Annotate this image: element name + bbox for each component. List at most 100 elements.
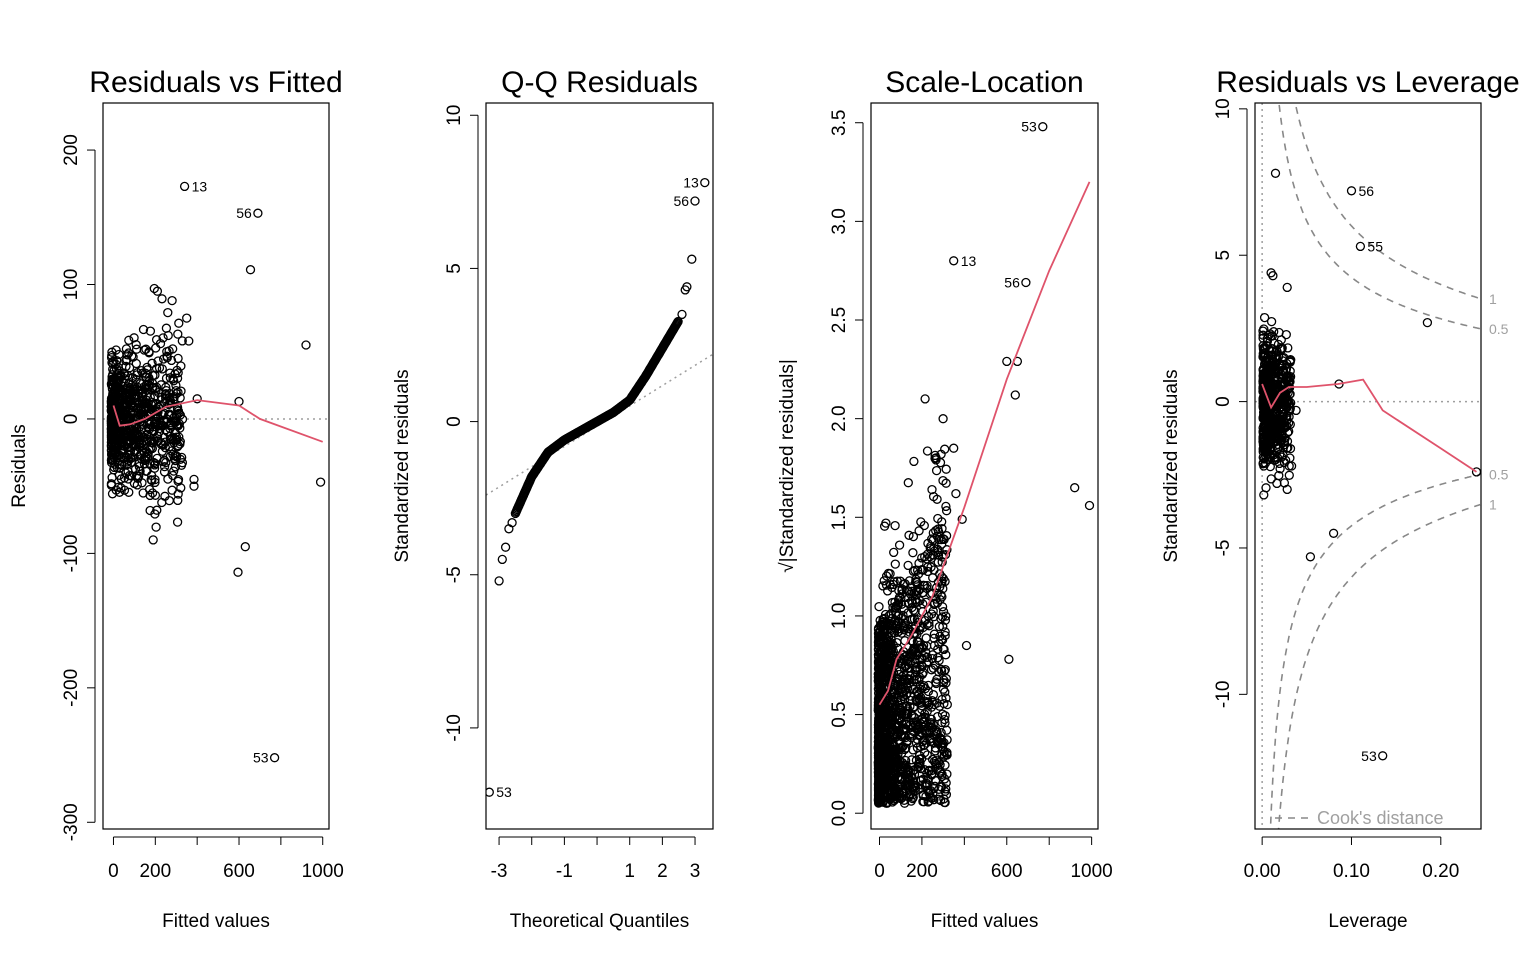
data-point: [914, 558, 924, 568]
data-point: [1268, 366, 1279, 377]
data-point: [908, 605, 919, 615]
cooks-distance-contour: [1269, 473, 1481, 829]
data-point: [890, 559, 900, 569]
x-axis: -3 -1 1 2 3: [491, 836, 701, 882]
data-point: [907, 598, 918, 608]
data-point: [147, 358, 157, 368]
data-point: [937, 634, 947, 644]
data-point: [1291, 405, 1301, 416]
data-point: [879, 715, 889, 725]
x-tick-label: 0.20: [1422, 861, 1459, 882]
data-point: [903, 560, 913, 571]
data-point: [1259, 312, 1270, 323]
data-point: [176, 386, 186, 396]
data-point: [889, 750, 899, 760]
data-point: [1258, 458, 1268, 468]
chart-title: Q-Q Residuals: [501, 66, 698, 99]
data-point: [1284, 470, 1294, 480]
data-point: [150, 490, 161, 500]
data-point: [895, 695, 906, 706]
data-point: [161, 373, 172, 383]
labeled-point: [949, 256, 959, 266]
data-point: [927, 736, 937, 746]
data-point: [902, 663, 913, 673]
x-tick-label: 0: [874, 861, 885, 882]
y-tick-label: 100: [61, 269, 82, 301]
data-point: [1276, 344, 1286, 354]
data-point: [900, 764, 910, 774]
data-point: [924, 618, 934, 628]
qq-residuals-plot-area: [486, 177, 713, 797]
plot-frame: [870, 102, 1099, 830]
data-point: [121, 344, 132, 354]
data-point: [131, 340, 141, 350]
data-point: [898, 610, 908, 621]
data-point: [1070, 483, 1080, 493]
data-point: [1278, 409, 1289, 419]
data-point: [151, 522, 161, 532]
data-point: [933, 736, 943, 746]
data-point: [926, 769, 937, 779]
point-label: 53: [1361, 748, 1377, 764]
data-point: [1282, 282, 1292, 293]
data-point: [121, 356, 131, 366]
data-point: [895, 713, 906, 724]
cooks-distance-contour: [1278, 103, 1481, 330]
scale-location-plot-area: [873, 122, 1095, 808]
scale-location-panel: Scale-Location Fitted values √|Standardize…: [777, 66, 1113, 932]
data-point: [937, 523, 947, 534]
data-point: [122, 354, 132, 365]
data-point: [116, 474, 126, 484]
data-point: [927, 653, 937, 664]
point-label: 53: [496, 784, 512, 800]
data-point: [114, 487, 125, 497]
data-point: [941, 478, 951, 488]
data-point: [922, 750, 932, 760]
point-label: 56: [673, 193, 689, 209]
y-axis-label: √|Standardized residuals|: [777, 359, 798, 573]
cooks-legend-label: Cook's distance: [1317, 808, 1444, 828]
data-point: [150, 370, 160, 380]
data-point: [920, 552, 930, 562]
residuals-vs-leverage-plot-area: [1255, 103, 1481, 829]
data-point: [167, 485, 177, 495]
data-point: [911, 664, 921, 675]
data-point: [1270, 365, 1281, 375]
data-point: [144, 381, 154, 392]
y-axis-label: Standardized residuals: [392, 369, 413, 562]
data-point: [918, 599, 928, 609]
data-point: [173, 368, 183, 378]
x-tick-label: 200: [906, 861, 938, 882]
y-tick-label: 1.5: [829, 504, 850, 530]
data-point: [139, 454, 149, 464]
data-point: [1284, 426, 1294, 437]
data-point: [904, 674, 914, 684]
data-point: [1004, 654, 1014, 664]
y-tick-label: 200: [61, 134, 82, 166]
data-point: [909, 675, 919, 685]
cooks-distance-contour: [1294, 103, 1481, 300]
data-point: [880, 784, 890, 794]
data-point: [882, 654, 892, 664]
data-point: [1283, 427, 1293, 438]
data-point: [904, 530, 914, 540]
data-point: [153, 421, 163, 431]
data-point: [1278, 380, 1289, 390]
data-point: [935, 457, 946, 468]
data-point: [940, 444, 950, 454]
data-point: [109, 431, 120, 442]
y-tick-label: -5: [1213, 540, 1234, 557]
data-point: [933, 550, 944, 560]
cooks-contour-label: 0.5: [1489, 321, 1509, 337]
data-point: [117, 401, 128, 411]
data-point: [874, 733, 885, 744]
data-point: [893, 749, 903, 759]
data-point: [938, 414, 948, 424]
data-point: [157, 446, 168, 456]
data-point: [163, 474, 173, 484]
data-point: [152, 406, 162, 416]
data-point: [1259, 461, 1269, 471]
data-point: [941, 506, 952, 516]
x-tick-label: 3: [690, 861, 701, 882]
